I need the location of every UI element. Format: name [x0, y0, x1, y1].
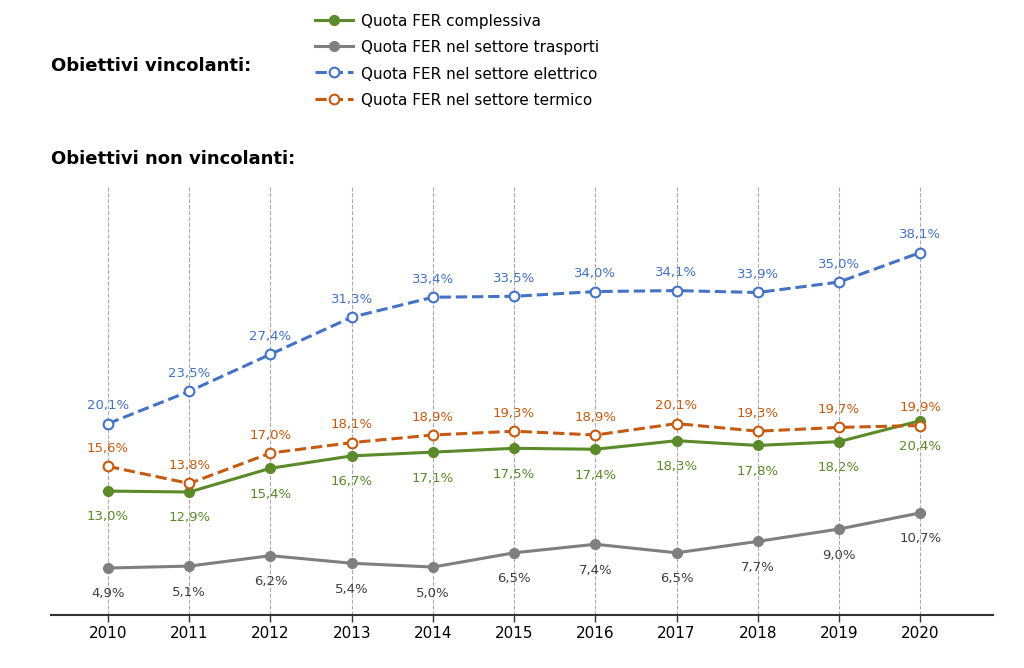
Text: 20,1%: 20,1% [87, 399, 129, 412]
Text: 12,9%: 12,9% [168, 512, 210, 524]
Text: 27,4%: 27,4% [250, 330, 292, 343]
Text: 10,7%: 10,7% [899, 532, 941, 545]
Text: 19,9%: 19,9% [899, 401, 941, 414]
Text: 9,0%: 9,0% [822, 548, 856, 562]
Text: 4,9%: 4,9% [91, 587, 125, 601]
Text: 13,0%: 13,0% [87, 510, 129, 524]
Text: 19,3%: 19,3% [494, 407, 536, 420]
Text: 17,8%: 17,8% [736, 465, 779, 478]
Text: 5,1%: 5,1% [172, 586, 206, 599]
Text: 13,8%: 13,8% [168, 460, 210, 472]
Text: 17,0%: 17,0% [250, 429, 292, 442]
Text: 18,9%: 18,9% [574, 411, 616, 424]
Text: 17,4%: 17,4% [574, 469, 616, 482]
Text: 34,0%: 34,0% [574, 267, 616, 281]
Text: 20,4%: 20,4% [899, 440, 941, 453]
Text: 17,1%: 17,1% [412, 472, 454, 484]
Text: 7,7%: 7,7% [741, 561, 774, 574]
Text: Obiettivi vincolanti:: Obiettivi vincolanti: [51, 57, 252, 75]
Text: 16,7%: 16,7% [331, 476, 373, 488]
Text: 19,7%: 19,7% [818, 403, 860, 416]
Text: 35,0%: 35,0% [818, 258, 860, 271]
Text: 17,5%: 17,5% [493, 468, 536, 481]
Text: 15,6%: 15,6% [87, 442, 129, 455]
Text: 31,3%: 31,3% [331, 293, 373, 306]
Text: 7,4%: 7,4% [579, 564, 612, 576]
Text: Obiettivi non vincolanti:: Obiettivi non vincolanti: [51, 150, 296, 168]
Text: 34,1%: 34,1% [655, 267, 697, 279]
Text: 18,1%: 18,1% [331, 418, 373, 432]
Text: 5,4%: 5,4% [335, 582, 369, 596]
Text: 33,5%: 33,5% [493, 272, 536, 285]
Text: 38,1%: 38,1% [899, 228, 941, 241]
Legend: Quota FER complessiva, Quota FER nel settore trasporti, Quota FER nel settore el: Quota FER complessiva, Quota FER nel set… [314, 14, 599, 108]
Text: 5,0%: 5,0% [416, 587, 450, 599]
Text: 6,2%: 6,2% [254, 575, 288, 588]
Text: 15,4%: 15,4% [250, 488, 292, 501]
Text: 18,9%: 18,9% [412, 411, 454, 424]
Text: 23,5%: 23,5% [168, 367, 210, 380]
Text: 18,2%: 18,2% [818, 461, 860, 474]
Text: 33,4%: 33,4% [412, 273, 454, 286]
Text: 19,3%: 19,3% [736, 407, 779, 420]
Text: 33,9%: 33,9% [736, 269, 779, 281]
Text: 18,3%: 18,3% [655, 460, 697, 473]
Text: 6,5%: 6,5% [498, 572, 530, 585]
Text: 20,1%: 20,1% [655, 399, 697, 412]
Text: 6,5%: 6,5% [659, 572, 693, 585]
